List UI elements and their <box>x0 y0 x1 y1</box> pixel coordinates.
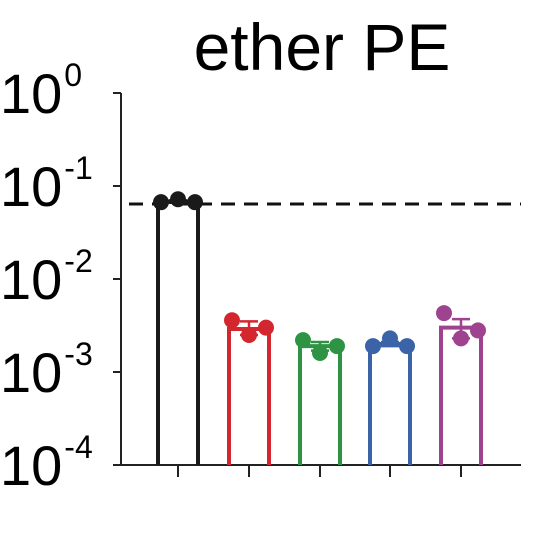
y-tick-label: 10-3 <box>0 336 93 404</box>
y-tick-label: 10-4 <box>0 429 93 497</box>
data-point <box>241 326 257 343</box>
bar-group <box>153 191 203 465</box>
y-tick-exponent: 0 <box>64 57 82 93</box>
chart-title: ether PE <box>194 10 451 84</box>
data-point <box>258 319 274 336</box>
data-point <box>436 305 452 322</box>
data-point <box>382 330 398 347</box>
bar-group <box>295 332 345 465</box>
data-point <box>170 191 186 208</box>
data-point <box>453 330 469 347</box>
y-tick-exponent: -4 <box>64 429 92 465</box>
data-point <box>187 194 203 211</box>
data-point <box>365 338 381 355</box>
data-point <box>470 322 486 339</box>
bar-group <box>224 312 274 465</box>
y-tick-label: 100 <box>0 57 82 125</box>
bar <box>368 342 412 465</box>
y-tick-labels: 100 10-1 10-2 10-3 10-4 <box>0 57 93 497</box>
bar-group <box>365 330 415 465</box>
data-point <box>224 312 240 329</box>
bar <box>439 325 483 465</box>
bar <box>227 326 271 465</box>
data-point <box>399 338 415 355</box>
y-tick-label: 10-1 <box>0 150 93 218</box>
bar <box>156 199 200 465</box>
data-point <box>295 332 311 349</box>
axes <box>113 92 521 477</box>
bar <box>298 344 342 465</box>
data-point <box>153 194 169 211</box>
y-tick-label: 10-2 <box>0 243 93 311</box>
y-tick-exponent: -3 <box>64 336 92 372</box>
bars <box>153 191 486 465</box>
bar-group <box>436 305 486 465</box>
y-tick-exponent: -1 <box>64 150 92 186</box>
y-tick-exponent: -2 <box>64 243 92 279</box>
data-point <box>329 338 345 355</box>
data-point <box>312 345 328 362</box>
